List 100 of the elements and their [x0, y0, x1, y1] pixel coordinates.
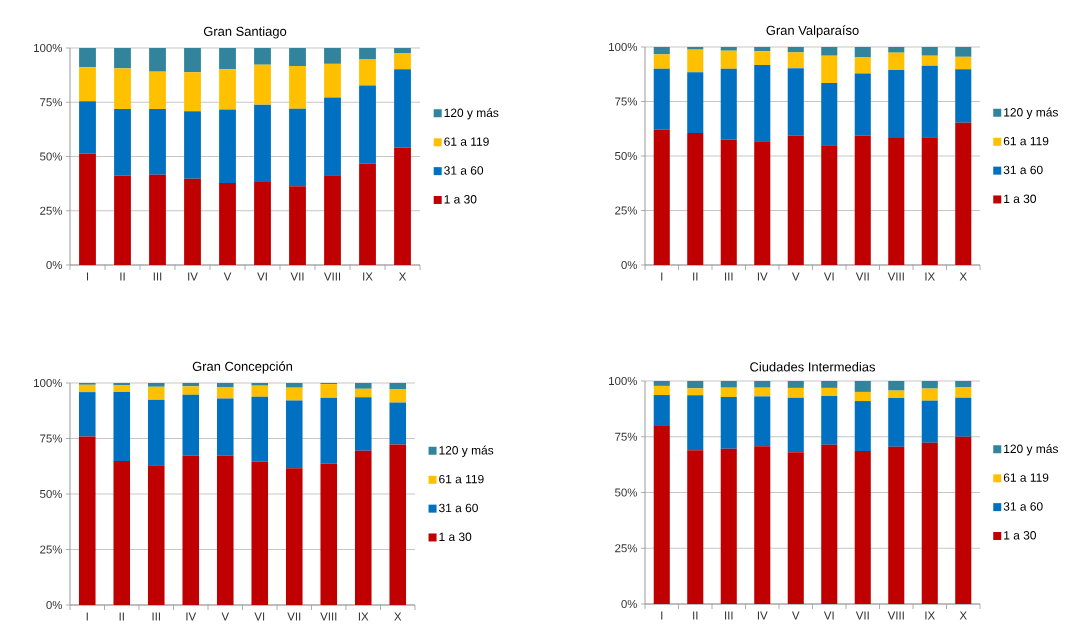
bar	[854, 73, 871, 136]
bar	[216, 387, 234, 399]
bar	[219, 47, 236, 70]
x-tick-label: II	[693, 611, 698, 620]
bar	[754, 396, 771, 447]
bar	[289, 186, 306, 265]
bar	[687, 450, 704, 604]
bar	[888, 46, 905, 53]
bar	[254, 47, 271, 65]
bar	[955, 69, 972, 123]
legend-label: 120 y más	[444, 108, 499, 120]
bar	[787, 381, 804, 388]
bar	[219, 182, 236, 265]
bar	[79, 47, 96, 68]
bar	[324, 63, 341, 98]
y-tick-label: 75%	[615, 432, 638, 441]
legend-label: 1 a 30	[439, 532, 472, 541]
x-tick-label: VI	[823, 611, 834, 620]
bar	[955, 122, 972, 265]
bar	[113, 385, 131, 393]
x-tick-label: VIII	[320, 612, 337, 621]
x-tick-label: IX	[358, 612, 369, 621]
bar	[955, 381, 972, 388]
bar	[955, 46, 972, 57]
bar	[354, 397, 372, 451]
bar	[653, 395, 670, 427]
bar	[216, 383, 234, 388]
bar	[720, 68, 737, 140]
y-tick-label: 75%	[615, 97, 638, 106]
bar	[787, 46, 804, 53]
bar	[147, 465, 165, 605]
x-tick-label: III	[725, 611, 733, 620]
bar	[251, 383, 269, 386]
bar	[754, 141, 771, 265]
bar	[78, 436, 96, 605]
bar	[720, 46, 737, 51]
bar	[821, 46, 838, 56]
bar	[921, 388, 938, 401]
y-tick-label: 50%	[615, 151, 638, 161]
bar	[149, 47, 166, 72]
bar	[219, 69, 236, 110]
x-tick-label: X	[959, 272, 967, 281]
bar	[787, 135, 804, 265]
legend-label: 120 y más	[1004, 444, 1058, 456]
bar	[888, 70, 905, 138]
bar	[687, 132, 704, 265]
bar	[320, 384, 338, 398]
bar	[687, 72, 704, 133]
x-tick-label: V	[221, 612, 230, 621]
bar	[687, 46, 704, 50]
bar	[285, 383, 303, 388]
bar	[394, 52, 411, 70]
bar	[955, 56, 972, 70]
legend-label: 61 a 119	[444, 137, 489, 146]
x-tick-label: III	[725, 272, 733, 281]
x-tick-label: IV	[186, 612, 197, 621]
bar	[653, 426, 670, 604]
bar	[113, 460, 131, 605]
bar	[114, 108, 131, 176]
legend-label: 1 a 30	[444, 195, 477, 204]
x-tick-label: I	[86, 272, 89, 281]
x-tick-label: VIII	[323, 272, 341, 281]
bar	[754, 446, 771, 604]
bar	[854, 381, 871, 392]
x-tick-label: II	[120, 272, 125, 281]
bar	[394, 147, 411, 265]
bar	[254, 181, 271, 265]
y-tick-label: 50%	[40, 489, 63, 499]
y-tick-label: 0%	[46, 600, 63, 610]
legend-label: 120 y más	[1004, 107, 1058, 119]
x-tick-label: I	[86, 612, 88, 621]
bar	[921, 137, 938, 265]
legend-label: 31 a 60	[438, 503, 478, 513]
x-tick-label: VII	[290, 272, 304, 281]
bar	[821, 387, 838, 396]
bar	[79, 101, 96, 154]
bar	[285, 468, 303, 605]
bar	[888, 397, 905, 447]
y-tick-label: 25%	[40, 206, 63, 215]
y-tick-label: 50%	[40, 152, 63, 161]
bar	[114, 68, 131, 109]
y-tick-label: 25%	[615, 544, 638, 553]
x-tick-label: IV	[757, 272, 768, 281]
bar	[821, 55, 838, 83]
bar	[821, 444, 838, 604]
bar	[359, 59, 376, 86]
legend-label: 61 a 119	[439, 474, 484, 484]
bar	[720, 50, 737, 69]
x-tick-label: VI	[257, 272, 267, 281]
bar	[359, 163, 376, 265]
bar	[854, 451, 871, 604]
y-tick-label: 0%	[621, 599, 638, 609]
bar	[720, 448, 737, 604]
bar	[114, 47, 131, 69]
bar	[147, 399, 165, 466]
bar	[687, 395, 704, 451]
bar	[854, 135, 871, 265]
bar	[787, 397, 804, 453]
x-tick-label: VI	[254, 612, 265, 621]
bar	[854, 46, 871, 58]
